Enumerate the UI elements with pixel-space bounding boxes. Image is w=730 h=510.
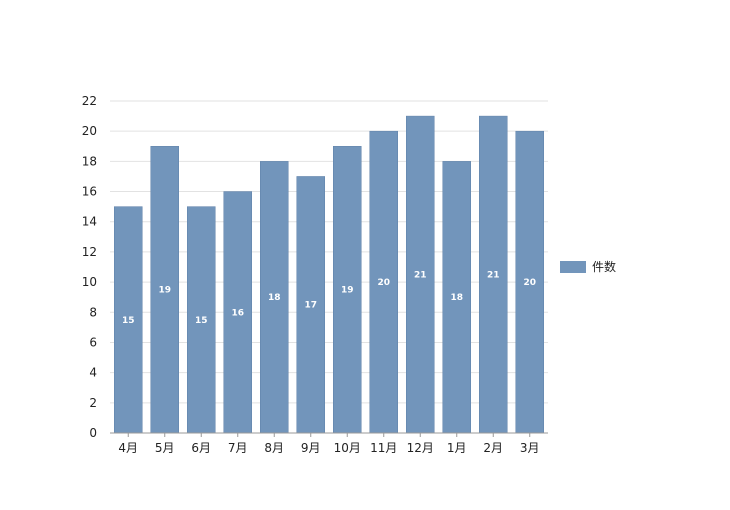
bar (442, 161, 471, 434)
x-tick-label: 2月 (483, 441, 503, 455)
y-axis-ticks: 0 2 4 6 8 10 12 14 16 18 20 22 (82, 94, 97, 440)
bar (114, 206, 143, 434)
y-tick-label: 20 (82, 124, 97, 138)
legend-swatch (560, 261, 586, 273)
x-tick-label: 5月 (155, 441, 175, 455)
y-tick-label: 10 (82, 275, 97, 289)
bar-value-label: 19 (341, 286, 354, 296)
bar-value-label: 15 (122, 316, 135, 326)
x-tick-label: 9月 (301, 441, 321, 455)
x-axis-ticks: 4月 5月 6月 7月 8月 9月 10月 11月 12月 1月 2月 3月 (118, 433, 540, 455)
bar-value-label: 17 (304, 301, 317, 311)
bar (406, 115, 435, 434)
bar (223, 191, 252, 434)
x-tick-label: 10月 (334, 441, 361, 455)
bars (114, 115, 544, 434)
y-tick-label: 2 (89, 396, 97, 410)
bar-value-label: 21 (487, 271, 500, 281)
y-tick-label: 6 (89, 335, 97, 349)
y-tick-label: 12 (82, 245, 97, 259)
bar (333, 146, 362, 434)
gridlines (110, 100, 548, 404)
bar-value-label: 15 (195, 316, 208, 326)
x-tick-label: 7月 (228, 441, 248, 455)
legend: 件数 (560, 259, 616, 274)
bar-value-label: 20 (377, 278, 390, 288)
x-tick-label: 4月 (118, 441, 138, 455)
bar (296, 176, 325, 434)
y-tick-label: 22 (82, 94, 97, 108)
bar (260, 161, 289, 434)
y-tick-label: 0 (89, 426, 97, 440)
bar (515, 130, 544, 434)
x-tick-label: 6月 (191, 441, 211, 455)
x-tick-label: 12月 (407, 441, 434, 455)
legend-label-series: 件数 (592, 259, 616, 274)
x-tick-label: 3月 (520, 441, 540, 455)
x-tick-label: 1月 (447, 441, 467, 455)
bar (369, 130, 398, 434)
x-tick-label: 8月 (264, 441, 284, 455)
bar-value-label: 21 (414, 271, 427, 281)
bar-value-label: 19 (158, 286, 171, 296)
bar (150, 146, 179, 434)
bar (479, 115, 508, 434)
x-tick-label: 11月 (370, 441, 397, 455)
data-labels: 15 19 15 16 18 17 19 20 21 18 21 20 (122, 271, 536, 326)
y-tick-label: 16 (82, 185, 97, 199)
y-tick-label: 18 (82, 154, 97, 168)
bar-value-label: 16 (231, 308, 244, 318)
bar-value-label: 18 (268, 293, 281, 303)
bar (187, 206, 216, 434)
y-tick-label: 4 (89, 366, 97, 380)
y-tick-label: 14 (82, 215, 97, 229)
y-tick-label: 8 (89, 305, 97, 319)
bar-value-label: 18 (450, 293, 463, 303)
bar-value-label: 20 (523, 278, 536, 288)
